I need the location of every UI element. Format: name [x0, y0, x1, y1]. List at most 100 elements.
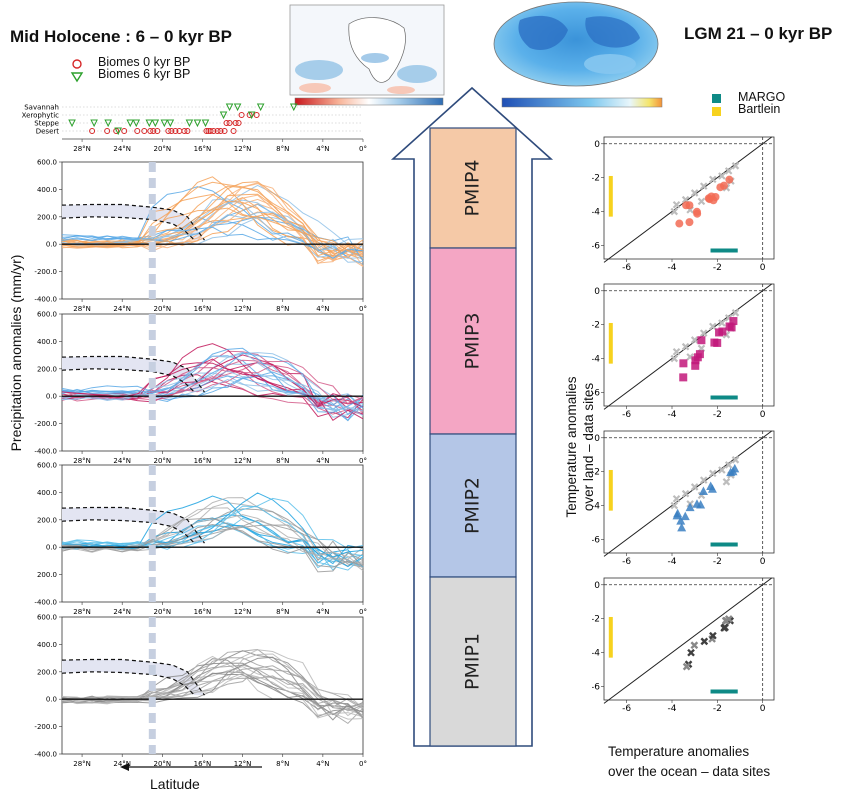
lgm-y-tick-label: -6 — [592, 535, 600, 545]
biome-category-label: Xerophytic — [22, 112, 60, 120]
biome-point-6kyr — [104, 119, 112, 128]
biome-point-6kyr — [225, 103, 234, 112]
lgm-panel-frame — [603, 136, 775, 260]
precip-panel-frame — [61, 161, 364, 300]
lgm-y-tick-label: -4 — [592, 208, 600, 218]
x-tick-label: 20°N — [154, 305, 172, 313]
y-tick-label: 0.0 — [46, 544, 57, 552]
biome-point-6kyr — [289, 103, 298, 112]
model-point — [685, 218, 694, 227]
model-line — [61, 207, 364, 257]
model-line — [61, 649, 364, 709]
x-tick-label: 4°N — [316, 608, 329, 616]
y-tick-label: 200.0 — [37, 668, 57, 676]
phase-box-pmip2 — [429, 433, 517, 578]
model-line — [61, 181, 364, 258]
phase-label-pmip3: PMIP3 — [462, 313, 484, 370]
reference-point — [681, 489, 690, 498]
data-band-line — [61, 671, 195, 696]
lgm-x-tick-label: -2 — [713, 704, 722, 714]
reference-point — [709, 175, 717, 184]
reference-point — [699, 476, 708, 484]
model-line — [61, 352, 364, 409]
lgm-x-tick-label: -4 — [668, 557, 677, 567]
biome-point-0kyr — [223, 120, 230, 126]
temp-ocean-label: Temperature anomalies over the ocean – d… — [608, 742, 770, 782]
x-tick-label: 4°N — [316, 760, 329, 768]
lgm-y-tick-label: -2 — [592, 615, 600, 625]
y-tick-label: 400.0 — [37, 186, 57, 194]
bartlein-swatch — [712, 107, 721, 116]
lgm-panel-frame — [603, 430, 775, 554]
lgm-y-tick-label: -6 — [592, 682, 600, 692]
x-tick-label: 4°N — [316, 457, 329, 465]
biome-x-tick-label: 8°N — [276, 145, 289, 153]
data-band-line — [61, 658, 205, 696]
y-tick-label: -200.0 — [34, 268, 57, 276]
reference-point — [718, 319, 726, 327]
precip-panel-pmip3: 600.0 400.0 200.0 0.0 -200.0 -400.0 28°N 24°N 20… — [34, 311, 367, 466]
biome-x-tick-label: 0° — [359, 145, 367, 153]
x-tick-label: 8°N — [276, 760, 289, 768]
biome-point-6kyr — [201, 119, 210, 128]
lgm-panel-frame — [603, 577, 775, 701]
model-point — [725, 322, 734, 331]
model-line — [61, 347, 364, 416]
model-line — [61, 497, 364, 550]
biome-point-0kyr — [184, 128, 191, 134]
x-tick-label: 8°N — [276, 305, 289, 313]
model-point — [720, 624, 728, 632]
model-point — [682, 662, 691, 671]
y-tick-label: 400.0 — [37, 489, 57, 497]
reference-point — [672, 200, 681, 209]
legend-margo: MARGO — [738, 90, 786, 104]
data-band-fill — [62, 659, 205, 696]
lgm-panel-pmip1: -6 -4 -2 0 0 -2 -4 -6 — [592, 577, 775, 714]
biome-point-0kyr — [207, 128, 214, 134]
model-line — [61, 517, 364, 573]
x-tick-label: 16°N — [194, 760, 212, 768]
reference-point — [718, 172, 726, 180]
biome-point-6kyr — [132, 119, 141, 128]
y-tick-label: -400.0 — [34, 751, 57, 759]
x-tick-label: 24°N — [113, 608, 131, 616]
model-point — [716, 183, 725, 192]
biome-category-label: Desert — [36, 128, 60, 136]
model-line — [61, 505, 364, 563]
y-tick-label: 600.0 — [37, 159, 57, 167]
model-point — [679, 373, 688, 382]
model-point — [685, 502, 695, 512]
biome-point-0kyr — [165, 128, 172, 134]
one-to-one-line — [603, 136, 773, 263]
y-tick-label: 0.0 — [46, 393, 57, 401]
x-tick-label: 12°N — [234, 457, 252, 465]
mid-holocene-map — [289, 4, 445, 106]
reference-point — [690, 483, 699, 491]
model-point — [690, 641, 699, 650]
x-tick-label: 0° — [359, 305, 367, 313]
biome-point-6kyr — [126, 119, 135, 128]
temp-ocean-line1: Temperature anomalies — [608, 744, 750, 759]
reference-point — [731, 309, 740, 317]
x-tick-label: 28°N — [73, 608, 91, 616]
lgm-y-tick-label: -6 — [592, 388, 600, 398]
phase-label-pmip4: PMIP4 — [462, 160, 484, 217]
data-band-fill — [62, 356, 205, 393]
x-tick-label: 0° — [359, 760, 367, 768]
lgm-panel-pmip4: -6 -4 -2 0 0 -2 -4 -6 — [592, 136, 775, 273]
lgm-x-tick-label: 0 — [760, 410, 766, 420]
x-tick-label: 24°N — [113, 457, 131, 465]
lgm-x-tick-label: -2 — [713, 263, 722, 273]
y-tick-label: 400.0 — [37, 338, 57, 346]
model-point — [691, 356, 700, 365]
model-point — [682, 201, 691, 210]
biome-x-tick-label: 24°N — [113, 145, 131, 153]
reference-point — [672, 348, 681, 356]
biome-category-label: Savannah — [24, 104, 59, 112]
x-tick-label: 20°N — [154, 457, 172, 465]
biome-point-0kyr — [172, 128, 179, 134]
model-point — [680, 511, 690, 521]
model-line — [61, 653, 364, 716]
reference-point — [670, 354, 679, 363]
